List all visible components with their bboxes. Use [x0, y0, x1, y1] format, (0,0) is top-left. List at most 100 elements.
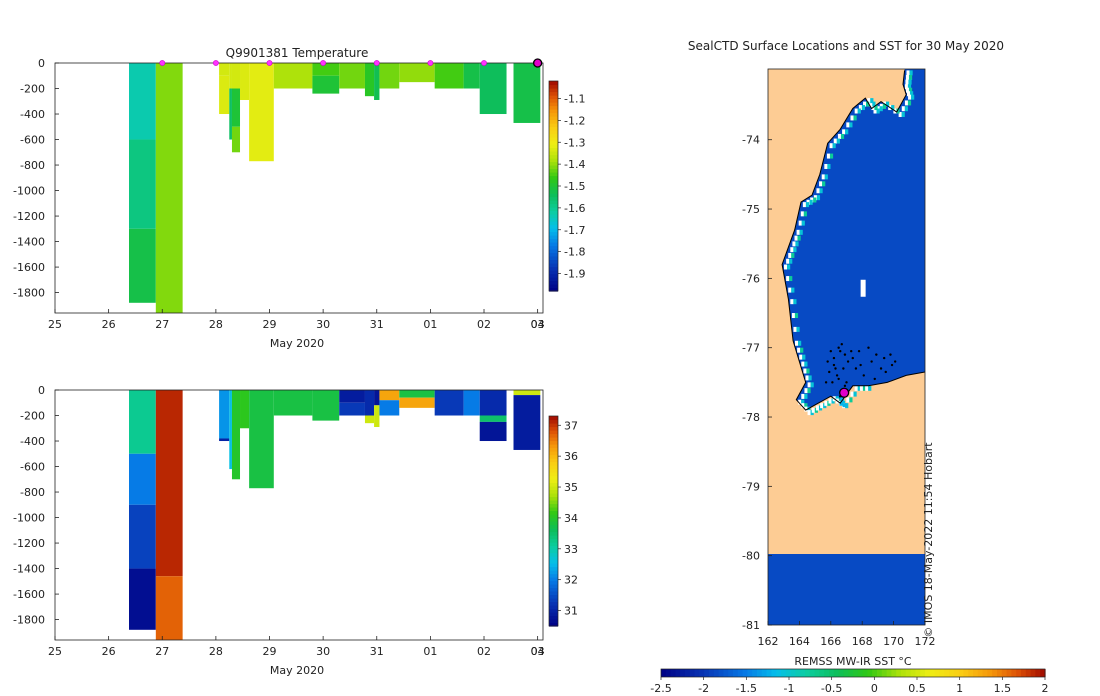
y-tick-label: -600 — [20, 461, 45, 474]
map-x-tick-label: 170 — [883, 635, 904, 648]
coastal-ice-pixel — [798, 220, 802, 226]
profile-segment — [129, 390, 156, 454]
profile-segment — [513, 390, 541, 396]
colorbar-tick-label: -1.8 — [564, 246, 585, 259]
sst-colorbar-swatch — [699, 669, 705, 677]
x-tick-label: 30 — [316, 645, 330, 658]
y-tick-label: -1200 — [13, 210, 45, 223]
colorbar-swatch — [549, 210, 558, 215]
seal-location-point — [828, 370, 831, 374]
seal-location-point — [859, 363, 862, 367]
sst-colorbar-swatch — [992, 669, 998, 677]
x-tick-label: 29 — [263, 645, 277, 658]
x-tick-label: 03 — [531, 318, 545, 331]
colorbar-swatch — [549, 228, 558, 233]
coastal-ice-pixel — [820, 403, 824, 409]
seal-location-point — [884, 370, 887, 374]
sst-colorbar-swatch — [665, 669, 672, 677]
seal-location-point — [893, 360, 897, 363]
map-southern-ocean-band — [768, 554, 925, 625]
profile-segment — [129, 504, 156, 569]
map-seal-track — [824, 343, 897, 398]
sst-colorbar-swatch — [1030, 669, 1036, 677]
colorbar-swatch — [549, 619, 558, 624]
sst-colorbar-tick-label: 0.5 — [908, 682, 926, 695]
colorbar-swatch — [549, 535, 558, 540]
profile-segment — [364, 415, 375, 424]
x-tick-label: 02 — [477, 645, 491, 658]
colorbar-swatch — [549, 133, 558, 138]
seal-location-point — [875, 353, 878, 356]
temperature-xlabel: May 2020 — [270, 337, 324, 350]
colorbar-swatch — [549, 552, 558, 557]
colorbar-swatch — [549, 95, 558, 100]
y-tick-label: -800 — [20, 159, 45, 172]
coastal-sst-pixel — [853, 115, 857, 121]
profile-segment — [219, 63, 230, 76]
map-y-tick-label: -81 — [742, 619, 760, 632]
colorbar-swatch — [549, 123, 558, 128]
coastal-ice-pixel — [846, 122, 850, 128]
sst-colorbar-swatch — [1035, 669, 1041, 677]
colorbar-swatch — [549, 263, 558, 268]
colorbar-swatch — [549, 154, 558, 159]
coastal-sst-pixel — [907, 84, 912, 90]
sst-colorbar-swatch — [848, 669, 854, 677]
coastal-sst-pixel — [832, 143, 836, 149]
coastal-ice-pixel — [829, 143, 833, 149]
colorbar-swatch — [549, 287, 558, 292]
profile-segment — [231, 88, 241, 127]
profile-segment — [339, 63, 365, 89]
map-current-location-marker — [838, 387, 850, 398]
colorbar-swatch — [549, 563, 558, 568]
coastal-sst-pixel — [907, 100, 912, 106]
map-coastline — [781, 70, 925, 411]
coastal-sst-pixel — [857, 385, 861, 391]
colorbar-swatch — [549, 151, 558, 156]
colorbar-swatch — [549, 612, 558, 617]
sst-colorbar-swatch — [982, 669, 988, 677]
colorbar-swatch — [549, 447, 558, 452]
colorbar-swatch — [549, 277, 558, 282]
coastal-ice-pixel — [904, 100, 909, 106]
profile-segment — [374, 390, 380, 406]
colorbar-swatch — [549, 479, 558, 484]
profile-marker — [320, 60, 327, 66]
colorbar-swatch — [549, 238, 558, 243]
sst-colorbar-swatch — [968, 669, 974, 677]
x-tick-label: 04 — [531, 318, 545, 331]
temperature-panel: Q9901381 Temperature 25 26 27 28 29 30 31 01 02 0… — [13, 46, 585, 350]
colorbar-swatch — [549, 214, 558, 219]
seal-location-point — [879, 367, 883, 370]
colorbar-swatch — [549, 280, 558, 285]
sst-colorbar-tick-label: 1.5 — [994, 682, 1012, 695]
coastal-sst-pixel — [839, 401, 844, 406]
map-y-tick-label: -76 — [742, 272, 760, 285]
colorbar-swatch — [549, 81, 558, 86]
map-white-patch — [860, 279, 866, 297]
seal-location-point — [839, 349, 842, 353]
coastal-ice-pixel — [854, 385, 858, 391]
colorbar-swatch — [549, 175, 558, 180]
sst-colorbar-swatch — [742, 669, 748, 677]
colorbar-swatch — [549, 109, 558, 114]
coastal-sst-pixel — [908, 75, 913, 81]
seal-location-point — [829, 349, 832, 353]
sst-colorbar-swatch — [1001, 669, 1008, 677]
profile-segment — [129, 228, 156, 303]
coastal-ice-pixel — [854, 108, 858, 114]
sst-colorbar-swatch — [925, 669, 931, 677]
map-title: SealCTD Surface Locations and SST for 30… — [688, 39, 1004, 53]
colorbar-swatch — [549, 200, 558, 205]
y-tick-label: -400 — [20, 435, 45, 448]
salinity-xlabel: May 2020 — [270, 664, 324, 677]
colorbar-swatch — [549, 245, 558, 250]
sst-colorbar-swatch — [973, 669, 979, 677]
coastal-ice-pixel — [811, 407, 815, 413]
seal-location-point — [882, 356, 886, 360]
colorbar-swatch — [549, 116, 558, 121]
colorbar-swatch — [549, 531, 558, 536]
coastal-sst-pixel — [801, 399, 805, 405]
colorbar-swatch — [549, 217, 558, 222]
